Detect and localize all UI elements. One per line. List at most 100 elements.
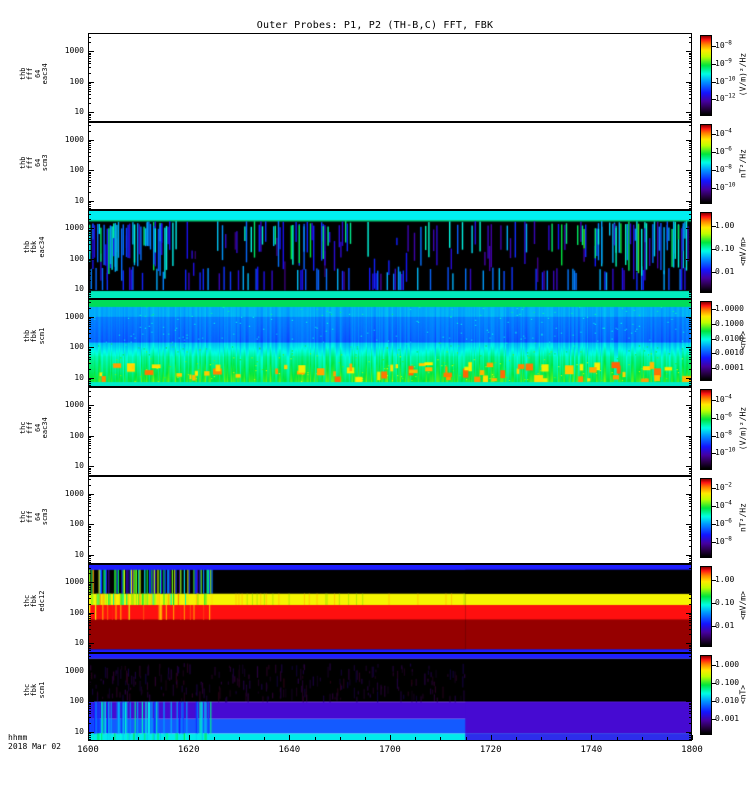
y-tick-label: 10	[74, 195, 84, 205]
y-minor-tick	[88, 67, 91, 69]
y-minor-tick	[689, 302, 692, 304]
y-minor-tick	[689, 229, 692, 231]
y-minor-tick	[88, 350, 91, 352]
x-minor-tick	[113, 737, 115, 740]
y-minor-tick	[88, 421, 91, 423]
y-minor-tick	[689, 531, 692, 533]
y-minor-tick	[88, 417, 91, 419]
x-tick-label: 1700	[379, 745, 401, 755]
spectrogram-thb-fbk-eac34	[89, 211, 691, 298]
y-tick-label: 1000	[64, 134, 84, 144]
y-minor-tick	[88, 235, 91, 237]
colorbar-tick-label: 10−6	[715, 517, 732, 528]
colorbar-unit-label: <nT>	[738, 684, 748, 704]
y-minor-tick	[88, 406, 91, 408]
y-minor-tick	[88, 88, 91, 90]
colorbar-tick-label: 1.0000	[715, 304, 744, 314]
colorbar-unit-label: nT²/Hz	[738, 502, 748, 532]
y-minor-tick	[689, 414, 692, 416]
y-minor-tick	[88, 713, 91, 715]
y-tick-mark	[686, 170, 692, 172]
y-minor-tick	[689, 421, 692, 423]
y-minor-tick	[88, 186, 91, 188]
y-minor-tick	[88, 182, 91, 184]
y-minor-tick	[88, 207, 91, 209]
y-tick-mark	[686, 228, 692, 230]
y-minor-tick	[689, 119, 692, 121]
y-minor-tick	[88, 52, 91, 54]
y-minor-tick	[689, 321, 692, 323]
colorbar-tick-mark	[712, 417, 716, 419]
colorbar-unit-label: <nT>	[738, 330, 748, 350]
y-minor-tick	[88, 545, 91, 547]
y-axis-label-thc-fff-64-scm3: thc fff 64 scm3	[19, 508, 50, 525]
colorbar-cb-mvm-2	[700, 566, 712, 647]
y-minor-tick	[689, 672, 692, 674]
y-minor-tick	[689, 496, 692, 498]
colorbar-tick-label: 10−4	[715, 393, 732, 404]
y-minor-tick	[88, 583, 91, 585]
y-tick-mark	[88, 405, 94, 407]
x-minor-tick	[415, 737, 417, 740]
colorbar-tick-label: 10−6	[715, 145, 732, 157]
y-minor-tick	[689, 692, 692, 694]
y-minor-tick	[689, 141, 692, 143]
y-minor-tick	[88, 442, 91, 444]
y-tick-label: 1000	[64, 311, 84, 321]
x-tick-label: 1600	[77, 745, 99, 755]
y-minor-tick	[88, 359, 91, 361]
y-minor-tick	[88, 702, 91, 704]
y-minor-tick	[689, 319, 692, 321]
y-minor-tick	[689, 42, 692, 44]
y-minor-tick	[689, 412, 692, 414]
colorbar-tick-mark	[712, 399, 716, 401]
y-minor-tick	[88, 175, 91, 177]
colorbar-tick-mark	[712, 367, 716, 369]
y-minor-tick	[88, 496, 91, 498]
y-tick-mark	[88, 466, 94, 468]
colorbar-tick-mark	[712, 338, 716, 340]
y-minor-tick	[88, 440, 91, 442]
y-minor-tick	[689, 686, 692, 688]
y-minor-tick	[689, 598, 692, 600]
x-tick-mark	[289, 735, 291, 740]
colorbar-tick-label: 10−12	[715, 92, 736, 104]
y-minor-tick	[88, 682, 91, 684]
y-minor-tick	[88, 249, 91, 251]
y-minor-tick	[689, 540, 692, 542]
y-minor-tick	[689, 63, 692, 65]
y-minor-tick	[689, 702, 692, 704]
y-minor-tick	[689, 175, 692, 177]
colorbar-unit-label: <mV/m>	[738, 237, 748, 267]
y-minor-tick	[88, 202, 91, 204]
y-minor-tick	[689, 280, 692, 282]
y-minor-tick	[689, 498, 692, 500]
y-minor-tick	[689, 426, 692, 428]
y-minor-tick	[689, 294, 692, 296]
x-minor-tick	[541, 737, 542, 740]
y-minor-tick	[88, 710, 91, 712]
y-minor-tick	[689, 525, 692, 527]
y-axis-label-thc-fbk-edc12: thc fbk edc12	[22, 590, 46, 612]
y-tick-mark	[686, 112, 692, 114]
y-minor-tick	[689, 646, 692, 648]
y-minor-tick	[88, 437, 91, 439]
y-minor-tick	[88, 141, 91, 143]
colorbar-tick-mark	[712, 625, 716, 627]
y-minor-tick	[88, 146, 91, 148]
y-minor-tick	[689, 585, 692, 587]
y-minor-tick	[689, 115, 692, 117]
y-minor-tick	[689, 656, 692, 658]
y-minor-tick	[689, 328, 692, 330]
date-label: 2018 Mar 02	[8, 742, 61, 751]
y-minor-tick	[88, 203, 91, 205]
time-format-label: hhmm	[8, 733, 28, 742]
y-minor-tick	[689, 619, 692, 621]
y-minor-tick	[689, 471, 692, 473]
y-minor-tick	[689, 661, 692, 663]
y-tick-label: 1000	[64, 488, 84, 498]
y-minor-tick	[88, 505, 91, 507]
y-minor-tick	[689, 149, 692, 151]
colorbar-gradient	[701, 478, 711, 557]
y-minor-tick	[689, 628, 692, 630]
